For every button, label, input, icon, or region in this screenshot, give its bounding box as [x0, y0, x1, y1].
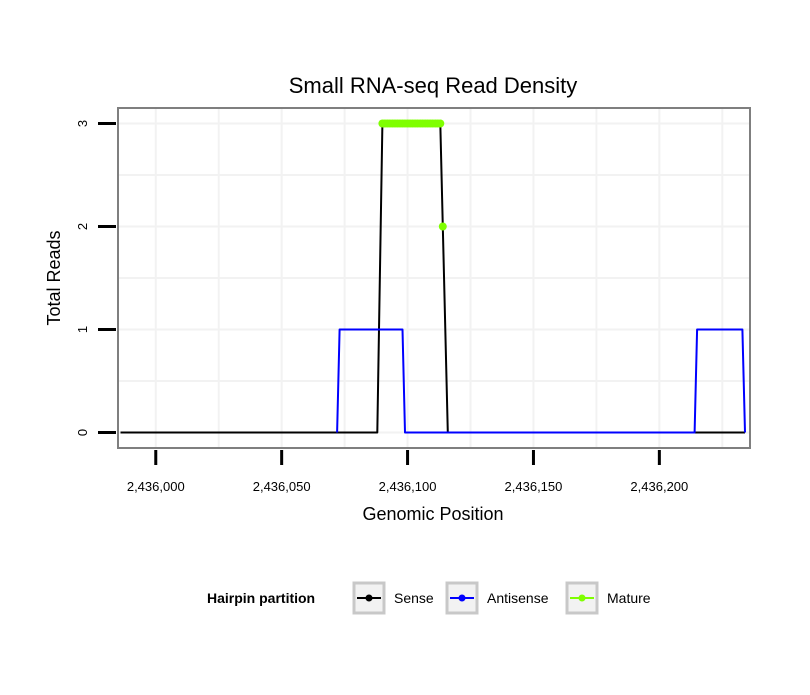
x-axis-title: Genomic Position: [362, 504, 503, 524]
y-tick-label: 0: [75, 429, 90, 436]
legend-title: Hairpin partition: [207, 590, 315, 606]
series-line-antisense: [336, 328, 746, 434]
plot-data: [120, 119, 746, 434]
x-tick-label: 2,436,050: [253, 479, 311, 494]
data-point-mature: [438, 222, 447, 231]
y-tick-label: 2: [75, 223, 90, 230]
legend-label-antisense: Antisense: [487, 590, 549, 606]
axes: 2,436,000 2,436,050 2,436,100 2,436,150 2,43…: [75, 120, 688, 494]
legend-label-mature: Mature: [607, 590, 651, 606]
plot-frame: [117, 107, 751, 449]
chart-title: Small RNA-seq Read Density: [289, 73, 578, 98]
legend: Hairpin partition Sense Antisense Mature: [207, 581, 651, 615]
y-axis-title: Total Reads: [44, 230, 64, 325]
x-tick-label: 2,436,150: [505, 479, 563, 494]
y-tick-label: 1: [75, 326, 90, 333]
legend-key-point-antisense: [458, 594, 466, 602]
x-tick-label: 2,436,000: [127, 479, 185, 494]
grid: [118, 108, 750, 448]
y-tick-label: 3: [75, 120, 90, 127]
legend-key-point-mature: [578, 594, 586, 602]
data-point-mature: [436, 119, 445, 128]
legend-label-sense: Sense: [394, 590, 434, 606]
x-tick-label: 2,436,100: [379, 479, 437, 494]
x-tick-label: 2,436,200: [630, 479, 688, 494]
legend-key-point-sense: [365, 594, 373, 602]
